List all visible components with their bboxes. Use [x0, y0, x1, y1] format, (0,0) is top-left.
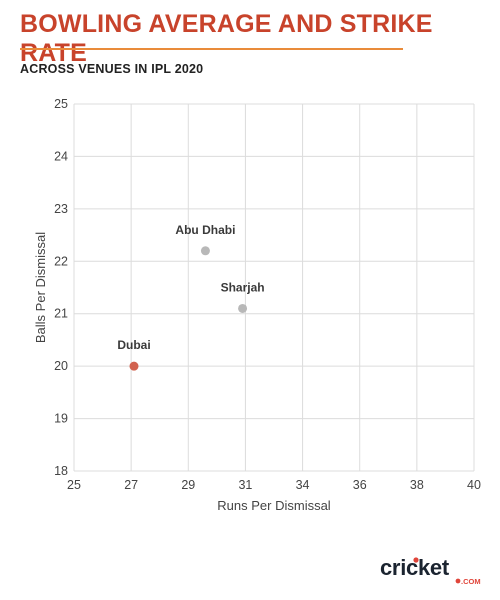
x-tick-label: 29 [181, 478, 195, 492]
y-tick-label: 19 [54, 412, 68, 426]
data-point [129, 361, 139, 371]
cricket-com-logo: cricket .COM [380, 555, 490, 587]
data-point-label: Abu Dhabi [175, 223, 235, 237]
logo-domain: .COM [461, 577, 481, 586]
x-tick-label: 36 [353, 478, 367, 492]
chart-title: BOWLING AVERAGE AND STRIKE RATE [20, 10, 433, 67]
chart-subtitle: ACROSS VENUES IN IPL 2020 [20, 62, 204, 76]
y-tick-label: 23 [54, 202, 68, 216]
data-point-label: Dubai [117, 338, 150, 352]
x-tick-label: 25 [67, 478, 81, 492]
data-point [200, 246, 210, 256]
y-tick-label: 18 [54, 464, 68, 478]
x-tick-label: 31 [238, 478, 252, 492]
logo-dot-icon [455, 578, 461, 584]
x-tick-label: 27 [124, 478, 138, 492]
y-axis-label: Balls Per Dismissal [33, 232, 48, 343]
y-tick-label: 20 [54, 359, 68, 373]
y-tick-label: 25 [54, 97, 68, 111]
x-tick-label: 38 [410, 478, 424, 492]
x-tick-label: 40 [467, 478, 481, 492]
logo-dot-icon [413, 557, 419, 563]
title-underline [20, 48, 403, 50]
data-point-label: Sharjah [221, 280, 265, 294]
y-tick-label: 21 [54, 307, 68, 321]
x-tick-label: 34 [296, 478, 310, 492]
y-tick-label: 24 [54, 149, 68, 163]
x-axis-label: Runs Per Dismissal [217, 498, 331, 513]
y-tick-label: 22 [54, 254, 68, 268]
data-point [238, 303, 248, 313]
